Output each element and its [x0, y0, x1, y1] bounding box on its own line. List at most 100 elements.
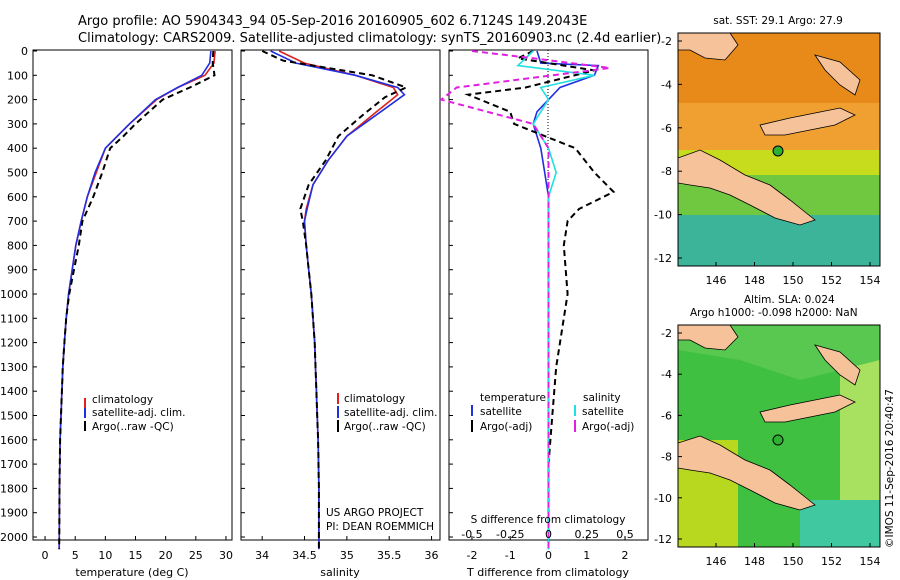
lat-tick-label: -10	[654, 209, 672, 222]
x-tick-label: 0	[42, 549, 49, 562]
legend-sal-sat: satellite	[582, 406, 624, 418]
header-line2: Climatology: CARS2009. Satellite-adjuste…	[78, 31, 661, 46]
depth-tick-label: 1100	[0, 312, 28, 325]
sst-land-newbritain	[759, 107, 856, 136]
depth-tick-label: 700	[7, 215, 28, 228]
difference-xlabel: T difference from climatology	[466, 566, 629, 579]
x-tick-label: 35	[340, 549, 354, 562]
sla-land-newbritain	[759, 394, 856, 423]
sla-land-north	[678, 325, 739, 351]
temp-legend-clim: climatology	[92, 394, 153, 406]
sla-land-png	[678, 435, 816, 511]
depth-tick-label: 400	[7, 142, 28, 155]
difference-legend: temperature salinity satellite Argo(-adj…	[471, 392, 634, 433]
x-tick-label: -2	[466, 549, 477, 562]
s-tick-label: -0.25	[496, 528, 524, 541]
legend-temp-sat: satellite	[480, 406, 522, 418]
x-tick-label: 34.5	[292, 549, 317, 562]
legend-salinity-title: salinity	[583, 392, 621, 404]
sst-map	[677, 32, 881, 267]
sla-argo-location	[772, 434, 784, 446]
series-satellite-adj-clim-	[58, 50, 212, 550]
series-climatology	[278, 50, 399, 550]
series-satellite-adj-clim-	[270, 50, 406, 550]
lon-tick-label: 148	[744, 274, 765, 287]
series-climatology	[58, 50, 216, 550]
sst-land-png	[678, 149, 816, 226]
depth-tick-label: 1200	[0, 337, 28, 350]
depth-tick-label: 600	[7, 191, 28, 204]
s-tick-label: 0.5	[616, 528, 634, 541]
lat-tick-label: -6	[661, 409, 672, 422]
depth-tick-label: 1400	[0, 385, 28, 398]
x-tick-label: -1	[505, 549, 516, 562]
sla-land-newireland	[814, 344, 861, 386]
x-tick-label: 20	[159, 549, 173, 562]
depth-tick-label: 1600	[0, 434, 28, 447]
watermark: ©IMOS 11-Sep-2016 20:40:47	[884, 389, 896, 548]
depth-tick-label: 500	[7, 167, 28, 180]
x-tick-label: 30	[219, 549, 233, 562]
series-salinity-satellite	[516, 50, 595, 550]
depth-tick-label: 1900	[0, 507, 28, 520]
depth-tick-label: 300	[7, 118, 28, 131]
legend-temperature-title: temperature	[480, 392, 546, 404]
depth-tick-label: 100	[7, 69, 28, 82]
x-tick-label: 34	[255, 549, 269, 562]
project-line2: PI: DEAN ROEMMICH	[326, 521, 434, 533]
depth-tick-label: 1500	[0, 410, 28, 423]
sla-axis: -2 -4 -6 -8 -10 -12 146 148 150 152 154	[654, 327, 880, 568]
x-tick-label: 15	[129, 549, 143, 562]
series-layer	[58, 50, 616, 550]
lon-tick-label: 146	[706, 274, 727, 287]
x-tick-label: 36	[425, 549, 439, 562]
legend-sal-argo: Argo(-adj)	[582, 421, 634, 433]
depth-tick-label: 1000	[0, 288, 28, 301]
s-tick-label: 0.25	[575, 528, 600, 541]
sla-title2: Argo h1000: -0.098 h2000: NaN	[690, 307, 858, 319]
salinity-axis: 34 34.5 35 35.5 36	[255, 536, 439, 562]
sst-argo-location	[772, 145, 784, 157]
header-line1: Argo profile: AO 5904343_94 05-Sep-2016 …	[78, 14, 587, 29]
sst-title: sat. SST: 29.1 Argo: 27.9	[713, 15, 843, 27]
temperature-panel-frame	[32, 49, 233, 541]
lon-tick-label: 148	[744, 555, 765, 568]
lat-tick-label: -2	[661, 327, 672, 340]
sal-legend-argo: Argo(..raw -QC)	[344, 421, 426, 433]
depth-axis: 0 100 200 300 400 500 600 700 800 900 1000 1100 1200…	[0, 45, 453, 544]
lat-tick-label: -8	[661, 451, 672, 464]
sst-land-newireland	[814, 54, 861, 96]
lat-tick-label: -10	[654, 492, 672, 505]
sla-title1: Altim. SLA: 0.024	[744, 294, 835, 306]
lon-tick-label: 154	[860, 274, 881, 287]
lat-tick-label: -6	[661, 122, 672, 135]
x-tick-label: 10	[98, 549, 112, 562]
x-tick-label: 0	[545, 549, 552, 562]
x-tick-label: 1	[583, 549, 590, 562]
lat-tick-label: -12	[654, 533, 672, 546]
lon-tick-label: 152	[821, 555, 842, 568]
s-difference-label: S difference from climatology	[471, 514, 626, 526]
temperature-legend: climatology satellite-adj. clim. Argo(..…	[84, 394, 185, 433]
lat-tick-label: -4	[661, 368, 672, 381]
project-line1: US ARGO PROJECT	[326, 507, 424, 519]
depth-tick-label: 2000	[0, 531, 28, 544]
lon-tick-label: 146	[706, 555, 727, 568]
lon-tick-label: 154	[860, 555, 881, 568]
s-difference-ticks: -0.5 -0.25 0 0.25 0.5	[461, 528, 634, 541]
difference-axis: -2 -1 0 1 2	[466, 536, 629, 562]
salinity-panel-frame	[240, 49, 441, 541]
lon-tick-label: 150	[783, 555, 804, 568]
temperature-xlabel: temperature (deg C)	[75, 566, 188, 579]
depth-tick-label: 1800	[0, 482, 28, 495]
depth-tick-label: 800	[7, 239, 28, 252]
sst-axis: -2 -4 -6 -8 -10 -12 146 148 150 152 154	[654, 35, 880, 287]
x-tick-label: 5	[72, 549, 79, 562]
lat-tick-label: -12	[654, 252, 672, 265]
sla-map	[677, 324, 881, 548]
depth-tick-label: 1300	[0, 361, 28, 374]
series-argo-raw-qc-	[261, 50, 409, 550]
x-tick-label: 25	[189, 549, 203, 562]
temperature-axis: 0 5 10 15 20 25 30	[42, 536, 233, 562]
